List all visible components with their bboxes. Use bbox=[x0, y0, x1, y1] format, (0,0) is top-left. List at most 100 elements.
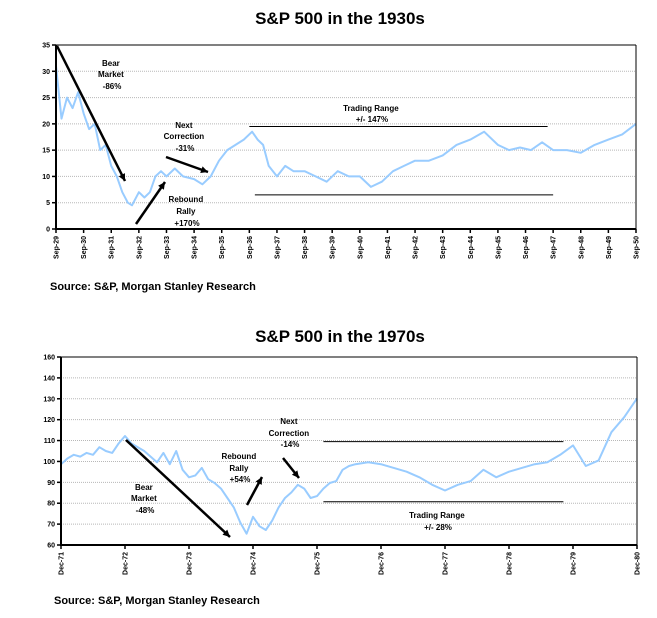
annotation-line: Rally bbox=[229, 464, 249, 473]
arrow-head bbox=[291, 470, 299, 478]
y-axis-ticks: 160 140 130 120 110 100 90 80 70 60 bbox=[43, 355, 61, 550]
y-tick-label: 110 bbox=[44, 438, 55, 445]
annotation-line: +/- 147% bbox=[356, 115, 388, 124]
source-note: Source: S&P, Morgan Stanley Research bbox=[50, 281, 256, 293]
x-tick-label: Sep-32 bbox=[136, 236, 143, 259]
x-tick-label: Sep-46 bbox=[523, 236, 530, 259]
annotation-line: Bear bbox=[102, 59, 120, 68]
annotation-line: Market bbox=[131, 494, 157, 503]
x-tick-label: Sep-35 bbox=[219, 236, 226, 259]
y-axis-ticks: 0 5 10 15 20 25 30 35 bbox=[42, 43, 56, 234]
arrow-shaft bbox=[125, 439, 231, 538]
y-tick-label: 60 bbox=[47, 543, 55, 550]
arrow-rebound-rally bbox=[134, 181, 167, 225]
y-tick-label: 20 bbox=[42, 121, 50, 128]
y-tick-label: 5 bbox=[46, 200, 50, 207]
annotation-rebound-rally: Rebound Rally +54% bbox=[222, 452, 259, 484]
series-line-sp500 bbox=[55, 65, 637, 207]
annotation-line: +54% bbox=[230, 475, 251, 484]
arrow-head bbox=[158, 182, 165, 190]
annotation-line: Market bbox=[98, 70, 124, 79]
x-tick-label: Sep-49 bbox=[606, 236, 613, 259]
gridlines bbox=[56, 70, 636, 204]
annotation-line: +170% bbox=[174, 219, 199, 228]
annotation-next-correction: Next Correction -14% bbox=[269, 417, 312, 449]
annotation-line: Next bbox=[280, 417, 298, 426]
annotation-line: Next bbox=[175, 121, 193, 130]
series-line-sp500 bbox=[60, 397, 638, 535]
y-tick-label: 15 bbox=[42, 148, 50, 155]
y-tick-label: 100 bbox=[43, 459, 55, 466]
annotation-rebound-rally: Rebound Rally +170% bbox=[169, 195, 206, 228]
x-tick-label: Sep-29 bbox=[54, 236, 61, 259]
x-axis-ticks: Dec-71 Dec-72 Dec-73 Dec-74 Dec-75 Dec-76 Dec-… bbox=[59, 545, 642, 575]
arrow-rebound-rally bbox=[245, 476, 264, 506]
trading-range-lines bbox=[249, 125, 554, 196]
annotation-line: -86% bbox=[103, 82, 122, 91]
arrow-head bbox=[222, 529, 230, 537]
x-tick-label: Dec-79 bbox=[571, 552, 578, 575]
x-tick-label: Sep-36 bbox=[247, 236, 254, 259]
x-tick-label: Sep-47 bbox=[551, 236, 558, 259]
x-tick-label: Sep-48 bbox=[578, 236, 585, 259]
chart-title: S&P 500 in the 1930s bbox=[255, 9, 425, 28]
annotation-line: -31% bbox=[176, 144, 195, 153]
plot-frame bbox=[60, 356, 638, 546]
annotation-line: Trading Range bbox=[409, 511, 465, 520]
x-tick-label: Sep-41 bbox=[385, 236, 392, 259]
x-tick-label: Sep-39 bbox=[330, 236, 337, 259]
annotation-line: Correction bbox=[269, 429, 310, 438]
y-tick-label: 160 bbox=[43, 355, 55, 362]
chart-title: S&P 500 in the 1970s bbox=[255, 327, 425, 346]
x-tick-label: Sep-40 bbox=[357, 236, 364, 259]
x-tick-label: Sep-34 bbox=[192, 236, 199, 259]
y-tick-label: 35 bbox=[42, 43, 50, 50]
chart-1930s: S&P 500 in the 1930s 0 5 10 15 20 25 30 35 Sep-… bbox=[42, 9, 640, 293]
arrow-bear-market bbox=[55, 45, 127, 182]
annotation-line: +/- 28% bbox=[424, 523, 452, 532]
y-tick-label: 25 bbox=[42, 95, 50, 102]
annotation-line: Correction bbox=[164, 132, 205, 141]
y-tick-label: 90 bbox=[47, 480, 55, 487]
y-tick-label: 70 bbox=[47, 522, 55, 529]
annotation-trading-range: Trading Range +/- 28% bbox=[409, 511, 467, 532]
trading-range-lines bbox=[323, 441, 564, 503]
annotation-trading-range: Trading Range +/- 147% bbox=[343, 104, 401, 124]
annotation-line: -14% bbox=[281, 440, 300, 449]
arrow-shaft bbox=[55, 45, 127, 182]
x-tick-label: Sep-42 bbox=[413, 236, 420, 259]
y-tick-label: 140 bbox=[43, 375, 55, 382]
annotation-line: Rally bbox=[176, 207, 196, 216]
annotation-next-correction: Next Correction -31% bbox=[164, 121, 207, 153]
y-tick-label: 0 bbox=[46, 227, 50, 234]
x-tick-label: Dec-77 bbox=[443, 552, 450, 575]
x-tick-label: Dec-78 bbox=[507, 552, 514, 575]
annotation-line: Rebound bbox=[169, 195, 204, 204]
x-tick-label: Dec-75 bbox=[315, 552, 322, 575]
x-tick-label: Sep-38 bbox=[302, 236, 309, 259]
arrow-bear-market bbox=[125, 439, 231, 538]
x-tick-label: Dec-71 bbox=[59, 552, 66, 575]
x-axis-ticks: Sep-29 Sep-30 Sep-31 Sep-32 Sep-33 Sep-34 Sep-… bbox=[54, 229, 641, 259]
annotation-bear-market: Bear Market -86% bbox=[98, 59, 126, 91]
arrow-shaft bbox=[165, 155, 209, 174]
y-tick-label: 130 bbox=[43, 396, 55, 403]
y-tick-label: 10 bbox=[42, 174, 50, 181]
annotation-line: Bear bbox=[135, 483, 153, 492]
x-tick-label: Sep-44 bbox=[468, 236, 475, 259]
annotation-line: Rebound bbox=[222, 452, 257, 461]
x-tick-label: Sep-50 bbox=[634, 236, 641, 259]
annotation-arrows bbox=[55, 45, 209, 225]
y-tick-label: 120 bbox=[43, 417, 55, 424]
x-tick-label: Dec-76 bbox=[379, 552, 386, 575]
arrow-head bbox=[200, 166, 208, 173]
arrow-head bbox=[118, 173, 125, 181]
y-tick-label: 80 bbox=[47, 501, 55, 508]
arrow-next-correction bbox=[165, 155, 209, 174]
x-tick-label: Sep-43 bbox=[440, 236, 447, 259]
x-tick-label: Sep-31 bbox=[109, 236, 116, 259]
x-tick-label: Dec-72 bbox=[123, 552, 130, 575]
x-tick-label: Sep-33 bbox=[164, 236, 171, 259]
y-tick-label: 30 bbox=[42, 69, 50, 76]
